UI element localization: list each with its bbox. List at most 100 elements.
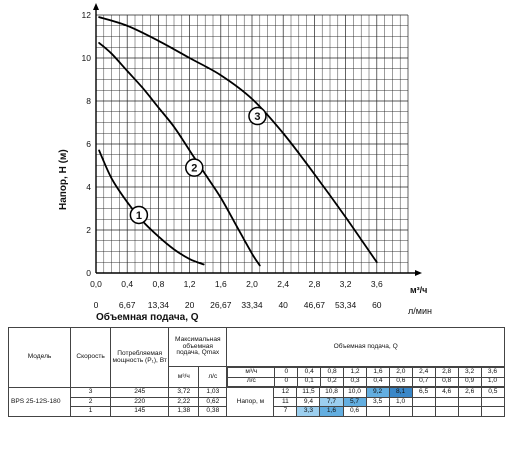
head-cell: 1,0: [388, 396, 413, 408]
flow-ls-cell: 0,6: [388, 376, 413, 388]
qmax-m3h-cell: 1,38: [168, 406, 200, 417]
qmax-unit-ls: л/с: [198, 365, 228, 389]
head-cell: 3,5: [365, 396, 390, 408]
head-cell: 0,6: [342, 406, 367, 417]
head-cell: [457, 396, 482, 408]
flow-unit-ls: л/с: [227, 376, 276, 388]
flow-ls-cell: 0,1: [297, 376, 322, 388]
y-tick-label: 12: [82, 10, 92, 20]
head-cell: 11: [273, 396, 298, 408]
x2-tick-label: 26,67: [210, 300, 232, 310]
head-cell: 8,1: [388, 387, 413, 398]
flow-m3h-cell: 0,4: [297, 367, 322, 378]
qmax-ls-cell: 0,38: [198, 406, 228, 417]
flow-ls-cell: 0,2: [320, 376, 345, 388]
y-tick-label: 4: [86, 182, 91, 192]
marker-label: 3: [254, 111, 260, 123]
speed-cell: 1: [70, 406, 112, 417]
power-cell: 245: [110, 387, 170, 398]
x2-tick-label: 20: [185, 300, 195, 310]
col-model: Модель: [7, 326, 72, 389]
head-cell: [434, 396, 459, 408]
head-cell: [411, 396, 436, 408]
col-speed: Скорость: [70, 326, 112, 389]
qmax-ls-cell: 1,03: [198, 387, 228, 398]
x-tick-label: 0,8: [152, 279, 164, 289]
x-axis-label: Объемная подача, Q: [96, 311, 199, 322]
head-cell: [411, 406, 436, 417]
curve-marker-3: 3: [248, 106, 267, 126]
head-cell: [365, 406, 390, 417]
x-tick-label: 0,0: [90, 279, 102, 289]
speed-cell: 2: [70, 396, 112, 408]
head-cell: 7,7: [319, 396, 344, 408]
x-tick-label: 2,8: [308, 279, 320, 289]
curve-marker-1: 1: [129, 205, 149, 225]
x2-tick-label: 0: [94, 300, 99, 310]
marker-label: 1: [136, 210, 142, 222]
x-tick-label: 2,4: [277, 279, 289, 289]
head-cell: 1,6: [319, 406, 344, 417]
x2-tick-label: 40: [278, 300, 288, 310]
head-cell: 0,5: [480, 387, 506, 398]
flow-ls-cell: 1,0: [480, 376, 505, 388]
marker-circle: [129, 205, 149, 225]
x2-tick-label: 46,67: [304, 300, 326, 310]
y-tick-label: 8: [86, 96, 91, 106]
speed-cell: 3: [70, 387, 112, 398]
flow-m3h-cell: 2,8: [434, 367, 459, 378]
y-axis-arrow: [93, 3, 99, 10]
power-cell: 220: [110, 396, 170, 408]
chart-grid: [95, 14, 409, 274]
flow-m3h-cell: 2,0: [388, 367, 413, 378]
y-axis-label: Напор, Н (м): [58, 149, 69, 210]
qmax-unit-m3h: м³/ч: [168, 365, 200, 389]
x2-tick-label: 60: [372, 300, 382, 310]
x-tick-label: 2,0: [246, 279, 258, 289]
flow-m3h-cell: 0: [274, 367, 299, 378]
head-cell: 7: [273, 406, 298, 417]
flow-m3h-cell: 1,6: [365, 367, 390, 378]
x2-tick-label: 13,34: [148, 300, 170, 310]
flow-unit-m3h: м³/ч: [227, 367, 276, 378]
marker-circle: [248, 106, 267, 126]
x-tick-label: 1,2: [184, 279, 196, 289]
x-unit-top: м³/ч: [410, 285, 427, 295]
head-cell: [434, 406, 459, 417]
head-cell: [388, 406, 413, 417]
head-cell: [480, 406, 506, 417]
flow-ls-cell: 0,9: [457, 376, 482, 388]
flow-ls-cell: 0: [274, 376, 299, 388]
marker-label: 2: [191, 163, 197, 175]
col-power: Потребляемая мощность (P₁), Вт: [110, 326, 170, 389]
x-tick-label: 3,6: [371, 279, 383, 289]
model-name: BPS 25-12S-180: [7, 387, 72, 417]
y-tick-label: 0: [86, 268, 91, 278]
x-tick-label: 1,6: [215, 279, 227, 289]
x-tick-label: 0,4: [121, 279, 133, 289]
x-tick-label: 3,2: [340, 279, 352, 289]
x2-tick-label: 53,34: [335, 300, 357, 310]
head-cell: [457, 406, 482, 417]
head-cell: 9,4: [296, 396, 321, 408]
head-cell: 3,3: [296, 406, 321, 417]
power-cell: 145: [110, 406, 170, 417]
spec-table: Модель Скорость Потребляемая мощность (P…: [7, 326, 506, 417]
head-cell: 11,5: [296, 387, 321, 398]
flow-ls-cell: 0,4: [365, 376, 390, 388]
y-tick-label: 6: [86, 139, 91, 149]
col-flow: Объемная подача, Q: [226, 327, 505, 367]
table-row: 1 145 1,38 0,38 7 3,3 1,6 0,6: [9, 406, 506, 417]
flow-ls-cell: 0,8: [434, 376, 459, 388]
marker-circle: [185, 158, 204, 177]
head-cell: 2,6: [457, 387, 482, 398]
col-qmax: Максимальная объемная подача, Qmax: [168, 327, 228, 367]
x2-tick-label: 6,67: [119, 300, 136, 310]
x-axis-arrow: [415, 270, 422, 276]
head-cell: 10,0: [342, 387, 367, 398]
table-row: BPS 25-12S-180 3 245 3,72 1,03 Напор, м …: [7, 387, 506, 417]
y-tick-label: 10: [82, 53, 92, 63]
flow-ls-cell: 0,3: [343, 376, 367, 388]
flow-m3h-cell: 1,2: [343, 367, 367, 378]
curve-speed-1: [98, 149, 205, 266]
